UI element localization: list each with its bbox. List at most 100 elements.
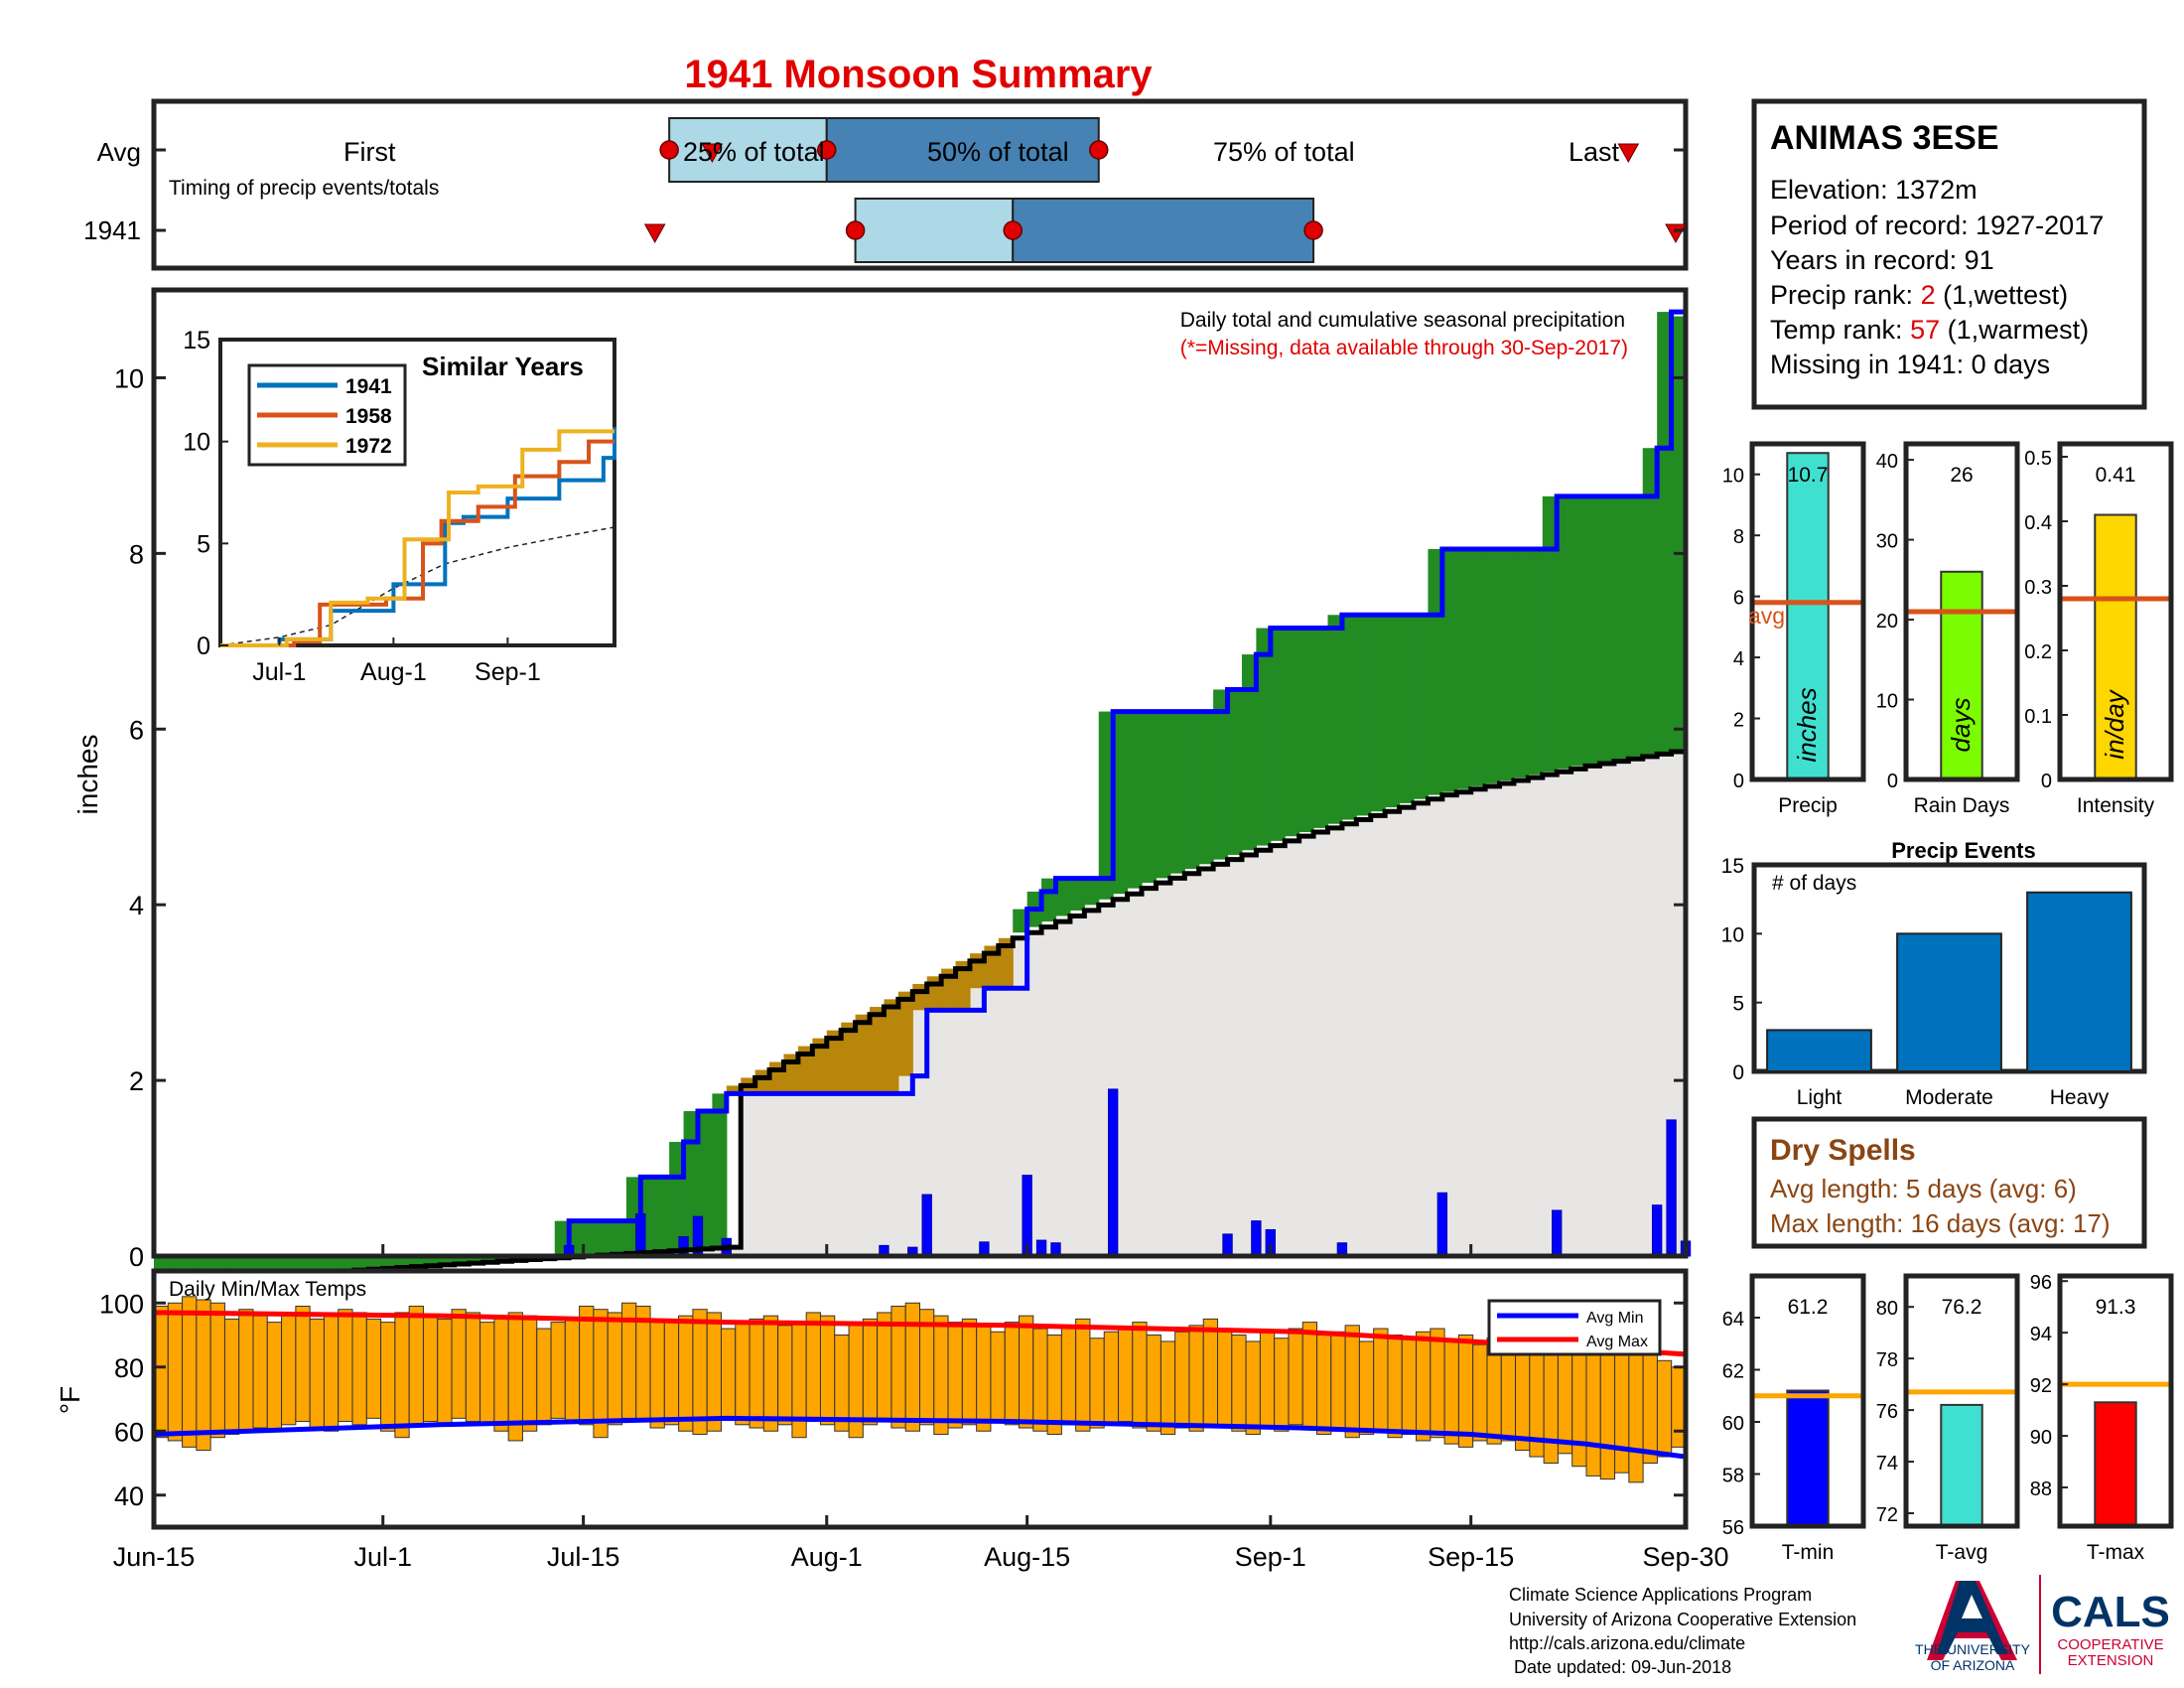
station-temp-rank: Temp rank: 57 (1,warmest) (1770, 315, 2089, 345)
daily-precip-bar (921, 1194, 932, 1257)
temp-range-bar (1301, 1322, 1318, 1429)
summary-value-label: 0.41 (2096, 464, 2136, 487)
above-avg-fill (326, 1256, 341, 1272)
summary-panel-t-min: 56 58 60 62 64 61.2 T-min (1722, 1273, 1866, 1564)
precip-rank-prefix: Precip rank: (1770, 280, 1921, 310)
temp-range-bar (1430, 1328, 1445, 1439)
ua-logo-line-2: OF ARIZONA (1931, 1657, 2015, 1673)
temp-range-bar (365, 1318, 382, 1419)
summary-y-tick-label: 20 (1876, 611, 1898, 633)
temp-range-bar (1188, 1325, 1204, 1432)
dry-spells-frame (1751, 1116, 2147, 1249)
footer-credits: Climate Science Applications Program Uni… (1509, 1585, 1856, 1677)
above-avg-fill (1671, 316, 1687, 750)
above-avg-fill (1113, 711, 1129, 895)
event-y-tick-label: 15 (1721, 855, 1744, 878)
timing-label-p25: 25% of total (683, 137, 825, 167)
above-avg-fill (1227, 689, 1243, 855)
temps-legend-min: Avg Min (1586, 1310, 1644, 1327)
temp-range-bar (1146, 1335, 1161, 1432)
temp-range-bar (1217, 1328, 1233, 1429)
above-avg-fill (340, 1256, 355, 1271)
above-avg-fill (482, 1256, 498, 1262)
station-years: Years in record: 91 (1770, 245, 1994, 275)
event-y-tick-label: 10 (1721, 923, 1744, 946)
temp-range-bar (1472, 1343, 1488, 1442)
summary-bar (2094, 1401, 2137, 1527)
timing-label-p50: 50% of total (927, 137, 1069, 167)
timing-label-p75: 75% of total (1213, 137, 1355, 167)
temp-range-bar (1019, 1315, 1034, 1429)
above-avg-fill (411, 1256, 427, 1266)
temp-range-bar (1202, 1318, 1219, 1426)
above-avg-fill (1399, 615, 1415, 803)
above-avg-fill (1642, 448, 1658, 755)
above-avg-fill (1570, 495, 1586, 767)
inset-x-tick-label: Jul-1 (252, 658, 306, 686)
temps-legend-max: Avg Max (1586, 1334, 1648, 1350)
main-ylabel: inches (72, 735, 103, 815)
inset-marks: 0 5 10 15 Jul-1 Aug-1 Sep-1 (183, 327, 616, 686)
temp-range-bar (479, 1322, 495, 1426)
summary-bar (2094, 513, 2137, 780)
shared-x-axis: Jun-15 Jul-1 Jul-15 Aug-1 Aug-15 Sep-1 Sep-15 S… (113, 1244, 1729, 1572)
temp-range-bar (1585, 1340, 1601, 1477)
dry-spells-title: Dry Spells (1770, 1134, 1916, 1167)
timing-panel: Avg 1941 Timing of precip events/totals … (83, 98, 1689, 271)
temp-range-bar (465, 1312, 481, 1423)
timing-row-label-year: 1941 (83, 215, 141, 245)
cals-logo: CALS COOPERATIVE EXTENSION (2051, 1588, 2170, 1669)
event-category-label: Heavy (2050, 1086, 2110, 1109)
event-bar-light (1766, 1029, 1872, 1073)
temp-range-bar (1387, 1335, 1403, 1439)
daily-precip-bar (1107, 1088, 1119, 1257)
event-y-tick-label: 0 (1732, 1061, 1744, 1084)
above-avg-fill (311, 1256, 327, 1272)
x-tick-label: Jul-1 (353, 1542, 412, 1572)
station-precip-rank: Precip rank: 2 (1,wettest) (1770, 280, 2068, 310)
above-avg-fill (1169, 711, 1185, 874)
university-of-arizona-logo: THE UNIVERSITY OF ARIZONA (1915, 1581, 2031, 1673)
above-avg-fill (382, 1256, 398, 1268)
temp-range-bar (196, 1299, 211, 1452)
temp-range-bar (167, 1302, 184, 1442)
temp-range-bar (1245, 1340, 1261, 1435)
above-avg-fill (1414, 615, 1430, 799)
x-tick-label: Sep-15 (1428, 1542, 1514, 1572)
figure-title: 1941 Monsoon Summary (684, 53, 1153, 96)
x-tick-label: Aug-15 (984, 1542, 1070, 1572)
temps-y-tick-label: 60 (114, 1417, 144, 1447)
timing-last-marker (1617, 143, 1640, 164)
summary-unit-label: in/day (2100, 688, 2129, 759)
cals-sub-2: EXTENSION (2068, 1652, 2154, 1669)
temps-legend-box (1487, 1299, 1662, 1356)
summary-y-tick-label: 76 (1876, 1401, 1898, 1423)
summary-y-tick-label: 0 (2041, 771, 2052, 792)
inset-x-tick-label: Aug-1 (360, 658, 427, 686)
summary-y-tick-label: 58 (1722, 1466, 1744, 1487)
below-avg-fill (941, 968, 957, 1011)
temp-range-bar (1089, 1337, 1105, 1429)
above-avg-fill (683, 1111, 699, 1249)
temp-range-bar (720, 1328, 737, 1419)
timing-marks (154, 117, 1687, 263)
timing-box-25-50 (668, 117, 828, 183)
summary-y-tick-label: 74 (1876, 1453, 1898, 1475)
summary-bar (1940, 1403, 1983, 1527)
temp-range-bar (323, 1315, 340, 1432)
temp-range-bar (1571, 1353, 1587, 1468)
above-avg-fill (353, 1256, 369, 1270)
timing-first-marker (701, 143, 724, 164)
temp-range-bar (692, 1309, 708, 1435)
timing-label-first: First (343, 137, 396, 167)
below-avg-fill (855, 1014, 871, 1094)
summary-y-tick-label: 72 (1876, 1504, 1898, 1526)
temp-range-bar (1628, 1353, 1644, 1483)
temp-range-bar (805, 1312, 821, 1423)
temp-range-bar (735, 1322, 751, 1426)
daily-precip-bar (1022, 1175, 1032, 1257)
temp-range-bar (1132, 1322, 1148, 1429)
above-avg-fill (1528, 548, 1544, 775)
ua-logo-line-1: THE UNIVERSITY (1915, 1641, 2031, 1657)
timing-dot-p50 (817, 140, 837, 160)
